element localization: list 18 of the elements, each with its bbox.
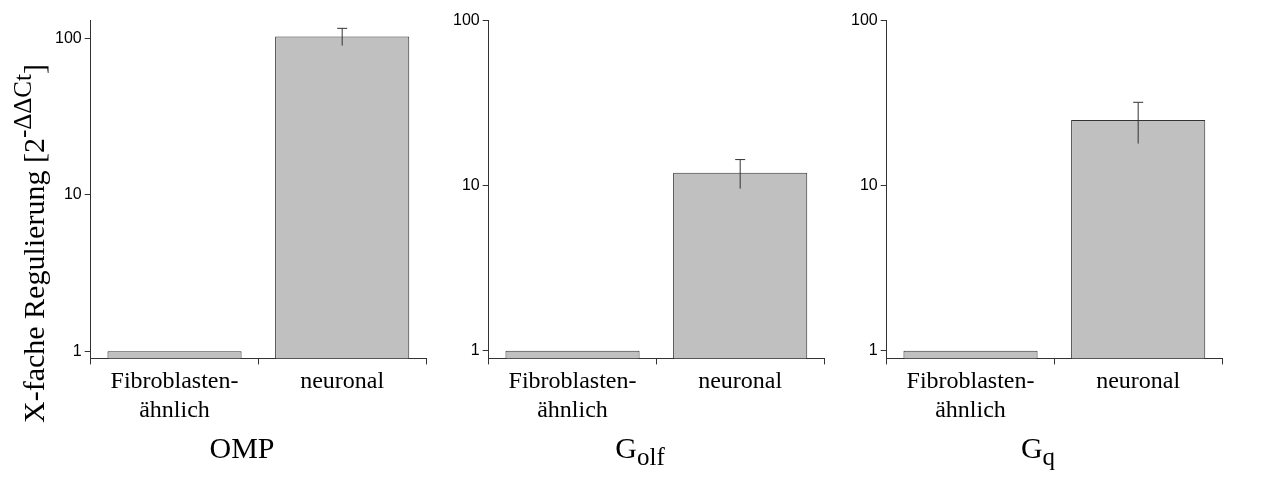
x-axis-title: G$_{olf}$ xyxy=(615,430,665,472)
y-tick-label: 100 xyxy=(452,11,480,29)
y-tick-label: 10 xyxy=(461,176,480,194)
x-tick-label: neuronal xyxy=(1096,367,1181,394)
x-axis-title: OMP xyxy=(209,430,275,466)
y-tick-label: 10 xyxy=(859,176,878,194)
y-tick-label: 100 xyxy=(54,28,82,46)
x-tick-label: neuronal xyxy=(698,367,783,394)
y-tick-label: 1 xyxy=(72,341,82,359)
x-axis-title: G$_{q}$ xyxy=(1020,430,1056,472)
x-tick-label: Fibroblasten-ähnlich xyxy=(110,367,239,422)
x-tick-label: Fibroblasten-ähnlich xyxy=(508,367,637,422)
y-tick-label: 100 xyxy=(850,11,878,29)
y-tick-label: 1 xyxy=(470,341,480,359)
y-tick-label: 10 xyxy=(63,185,82,203)
y-tick-label: 1 xyxy=(868,341,878,359)
x-tick-label: neuronal xyxy=(300,367,385,394)
x-tick-label: Fibroblasten-ähnlich xyxy=(906,367,1035,422)
